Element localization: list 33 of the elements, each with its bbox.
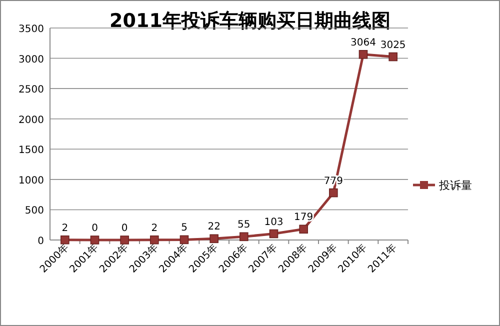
y-tick-label: 1500 bbox=[18, 145, 44, 156]
point bbox=[240, 232, 248, 242]
data-label: 2 bbox=[151, 222, 158, 234]
legend-label: 投诉量 bbox=[438, 179, 472, 192]
data-label: 0 bbox=[92, 223, 98, 234]
data-label: 2 bbox=[62, 222, 68, 234]
data-label: 3064 bbox=[350, 37, 376, 48]
data-label: 5 bbox=[181, 222, 188, 234]
point bbox=[180, 235, 189, 244]
chart-title: 2011年投诉车辆购买日期曲线图 bbox=[110, 10, 390, 32]
point bbox=[269, 229, 278, 238]
point bbox=[329, 188, 338, 198]
y-tick-label: 0 bbox=[38, 236, 44, 247]
point bbox=[358, 50, 368, 59]
data-label: 103 bbox=[264, 216, 284, 228]
y-tick-label: 1000 bbox=[18, 175, 44, 186]
data-label: 0 bbox=[121, 223, 128, 234]
point bbox=[90, 236, 100, 244]
y-tick-label: 500 bbox=[24, 206, 44, 217]
point bbox=[388, 52, 398, 62]
y-tick-label: 2500 bbox=[18, 84, 44, 96]
y-tick-label: 2000 bbox=[18, 114, 44, 126]
y-tick-label: 3500 bbox=[18, 24, 44, 35]
point bbox=[210, 234, 218, 244]
data-label: 179 bbox=[294, 212, 314, 224]
point bbox=[150, 235, 159, 244]
y-tick-label: 3000 bbox=[18, 54, 44, 66]
data-label: 55 bbox=[238, 220, 250, 231]
point bbox=[60, 235, 70, 244]
point bbox=[120, 236, 129, 244]
point bbox=[299, 224, 308, 234]
data-label: 22 bbox=[208, 222, 220, 233]
data-label: 3025 bbox=[380, 40, 406, 51]
